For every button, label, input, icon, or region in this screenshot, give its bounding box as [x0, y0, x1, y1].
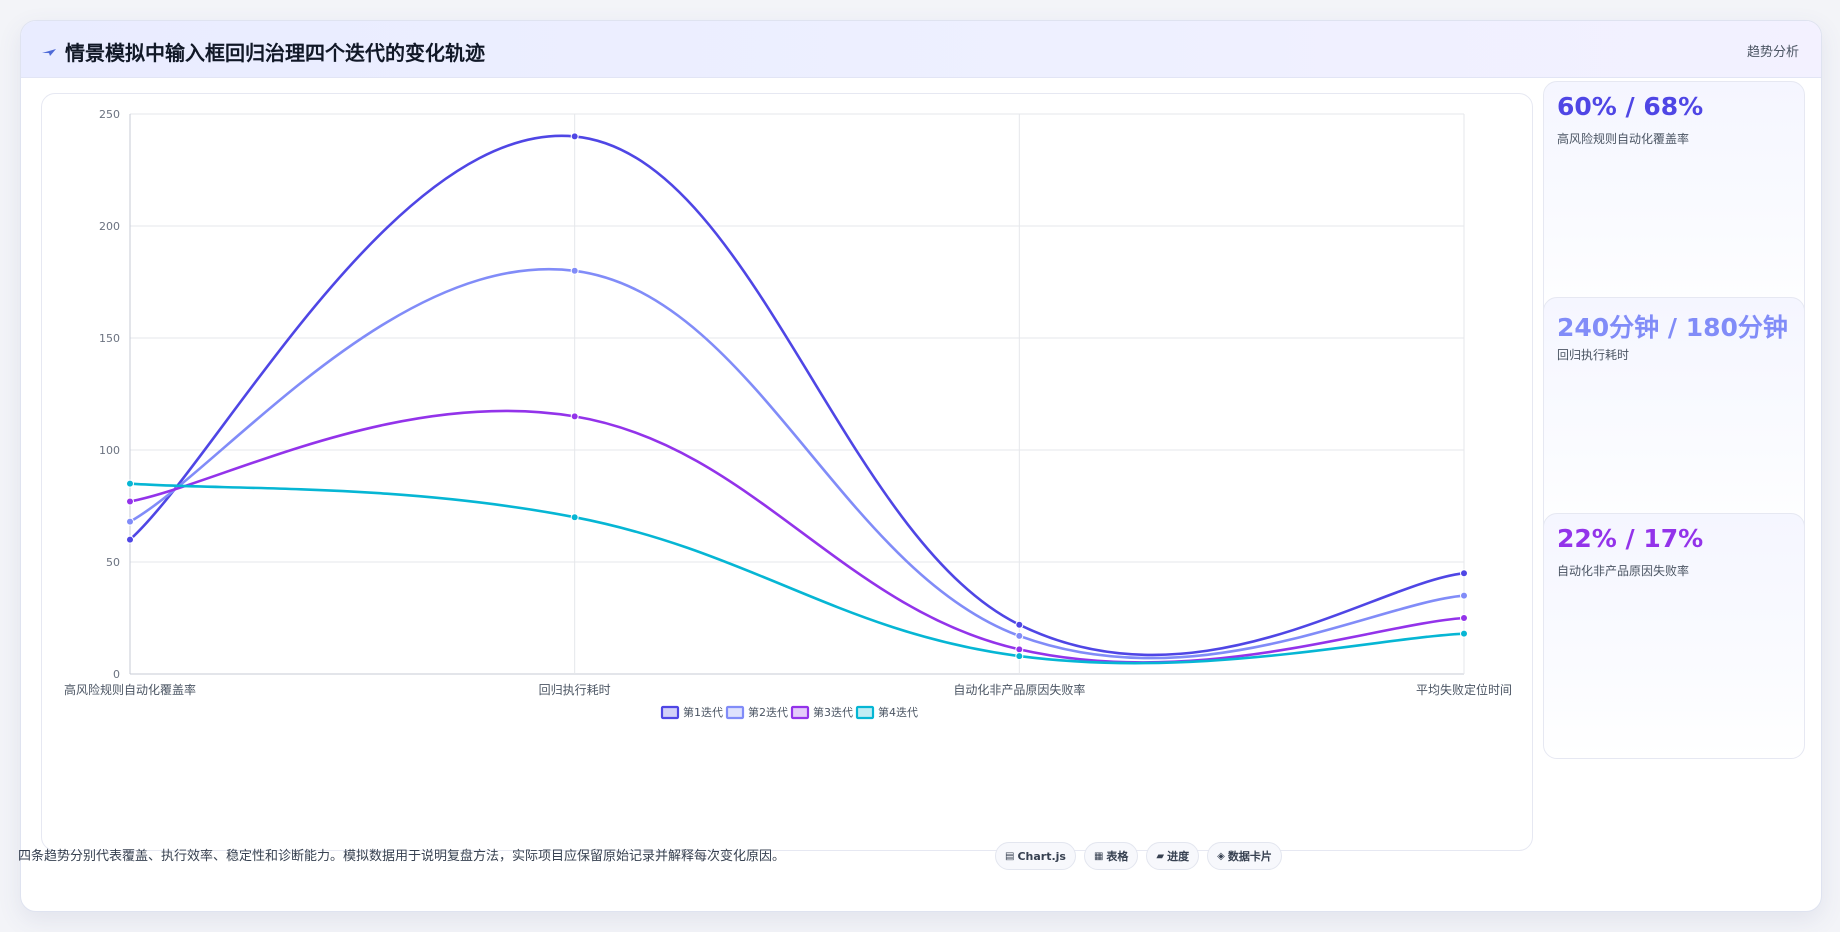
series-points — [126, 132, 1468, 661]
x-tick-label: 回归执行耗时 — [539, 683, 611, 697]
y-tick-label: 200 — [99, 220, 120, 233]
y-tick-label: 100 — [99, 444, 120, 457]
progress-icon: ▰ — [1156, 850, 1165, 862]
stat-card-duration: 240分钟 / 180分钟 回归执行耗时 — [1543, 297, 1805, 543]
stat-value: 22% / 17% — [1557, 524, 1704, 553]
stat-value: 240分钟 / 180分钟 — [1557, 313, 1788, 342]
chip-chartjs[interactable]: ▤ Chart.js — [995, 842, 1076, 870]
line-chart: 0 50 100 150 200 250 高风险规则自动化覆盖率 回归执行耗时 自动化非产品原… — [64, 108, 1512, 720]
chip-table[interactable]: ▦ 表格 — [1083, 842, 1139, 870]
legend-label: 第2迭代 — [748, 705, 788, 719]
series-line — [129, 482, 1465, 665]
stat-label: 高风险规则自动化覆盖率 — [1557, 132, 1690, 146]
data-point — [1460, 569, 1468, 578]
y-axis-ticks: 0 50 100 150 200 250 — [99, 108, 120, 681]
data-point — [1460, 591, 1468, 600]
data-point — [126, 535, 134, 544]
series-lines — [129, 134, 1465, 665]
paper-plane-icon — [42, 48, 56, 56]
chip-label: 数据卡片 — [1227, 850, 1272, 863]
title-wrap: 情景模拟中输入框回归治理四个迭代的变化轨迹 — [41, 37, 485, 66]
chip-label: 进度 — [1167, 850, 1190, 863]
y-tick-label: 150 — [99, 332, 120, 345]
stat-label: 回归执行耗时 — [1557, 348, 1630, 362]
data-point — [1015, 631, 1024, 640]
legend-swatch — [660, 705, 680, 720]
page-title: 情景模拟中输入框回归治理四个迭代的变化轨迹 — [65, 41, 485, 65]
data-point — [1015, 645, 1024, 654]
chart-icon: ▤ — [1005, 850, 1015, 862]
legend-item[interactable]: 第4迭代 — [855, 705, 918, 720]
legend-item[interactable]: 第2迭代 — [725, 705, 788, 720]
legend-swatch — [790, 705, 810, 720]
tool-chips: ▤ Chart.js ▦ 表格 ▰ 进度 ◈ 数据卡片 — [995, 842, 1282, 870]
chip-label: Chart.js — [1017, 849, 1066, 863]
chart-grid — [129, 113, 1465, 675]
chart-legend[interactable]: 第1迭代 第2迭代 第3迭代 第4迭代 — [660, 705, 918, 720]
footnote: 四条趋势分别代表覆盖、执行效率、稳定性和诊断能力。模拟数据用于说明复盘方法，实际… — [18, 849, 786, 864]
header-tag: 趋势分析 — [1746, 45, 1799, 60]
x-tick-label: 平均失败定位时间 — [1416, 682, 1512, 697]
legend-label: 第3迭代 — [813, 705, 853, 719]
data-point — [1015, 620, 1024, 629]
legend-item[interactable]: 第3迭代 — [790, 705, 853, 720]
data-point — [570, 412, 579, 421]
y-tick-label: 250 — [99, 108, 120, 121]
chart-panel: 0 50 100 150 200 250 高风险规则自动化覆盖率 回归执行耗时 自动化非产品原… — [41, 93, 1533, 851]
report-card: 情景模拟中输入框回归治理四个迭代的变化轨迹 趋势分析 0 50 100 150 200 2… — [20, 20, 1822, 912]
x-tick-label: 自动化非产品原因失败率 — [953, 682, 1085, 697]
data-point — [126, 497, 134, 506]
data-point — [1460, 614, 1468, 622]
legend-swatch — [725, 705, 745, 720]
stat-card-coverage: 60% / 68% 高风险规则自动化覆盖率 — [1543, 81, 1805, 327]
stat-value: 60% / 68% — [1557, 92, 1704, 121]
series-line — [129, 267, 1465, 660]
data-point — [1460, 629, 1468, 638]
legend-label: 第4迭代 — [878, 705, 918, 719]
y-tick-label: 0 — [113, 668, 120, 681]
stat-label: 自动化非产品原因失败率 — [1557, 564, 1690, 578]
legend-item[interactable]: 第1迭代 — [660, 705, 723, 720]
chip-label: 表格 — [1106, 850, 1129, 863]
card-header: 情景模拟中输入框回归治理四个迭代的变化轨迹 趋势分析 — [21, 21, 1821, 78]
chip-data-card[interactable]: ◈ 数据卡片 — [1207, 842, 1282, 870]
series-line — [129, 409, 1465, 664]
x-axis-ticks: 高风险规则自动化覆盖率 回归执行耗时 自动化非产品原因失败率 平均失败定位时间 — [64, 682, 1512, 697]
data-point — [1015, 652, 1024, 661]
data-point — [126, 479, 134, 488]
data-point — [570, 266, 579, 275]
x-tick-label: 高风险规则自动化覆盖率 — [64, 682, 196, 697]
data-point — [126, 517, 134, 526]
card-icon: ◈ — [1217, 850, 1225, 862]
series-line — [129, 134, 1465, 657]
legend-label: 第1迭代 — [683, 705, 723, 719]
y-tick-label: 50 — [106, 556, 120, 569]
data-point — [570, 513, 579, 522]
legend-swatch — [855, 705, 875, 720]
table-icon: ▦ — [1093, 850, 1104, 862]
stat-card-failure: 22% / 17% 自动化非产品原因失败率 — [1543, 513, 1805, 759]
chip-progress[interactable]: ▰ 进度 — [1146, 842, 1200, 870]
data-point — [570, 132, 579, 141]
